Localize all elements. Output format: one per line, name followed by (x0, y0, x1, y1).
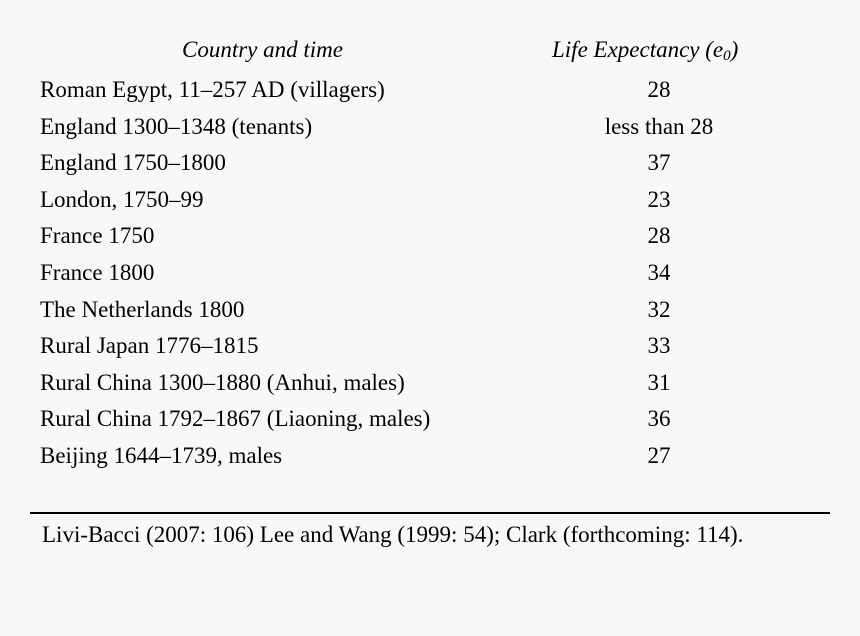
life-expectancy-cell: 23 (647, 186, 671, 212)
country-and-time-cell: England 1300–1348 (tenants) (40, 113, 313, 139)
life-expectancy-cell: 37 (647, 150, 671, 176)
life-expectancy-cell: 31 (647, 369, 671, 395)
country-and-time-cell: The Netherlands 1800 (40, 296, 245, 322)
country-and-time-cell: London, 1750–99 (40, 186, 204, 212)
life-expectancy-cell: 34 (647, 259, 671, 285)
source-note: Livi-Bacci (2007: 106) Lee and Wang (199… (42, 522, 744, 547)
life-expectancy-cell: 27 (647, 442, 671, 468)
table-body: Roman Egypt, 11–257 AD (villagers) 28 Engl… (40, 71, 830, 474)
life-expectancy-cell: 28 (647, 223, 671, 249)
country-and-time-cell: Rural China 1300–1880 (Anhui, males) (40, 369, 405, 395)
table-row: France 1750 28 (40, 217, 830, 254)
table-row: France 1800 34 (40, 254, 830, 291)
table-row: England 1300–1348 (tenants) less than 28 (40, 108, 830, 145)
table-row: Beijing 1644–1739, males 27 (40, 437, 830, 474)
life-expectancy-cell: less than 28 (604, 113, 714, 139)
life-expectancy-cell: 32 (647, 296, 671, 322)
table-bottom-rule (30, 512, 830, 514)
table-row: Rural China 1792–1867 (Liaoning, males) 3… (40, 400, 830, 437)
header-life-expectancy: Life Expectancy (e0) (552, 37, 738, 65)
country-and-time-cell: Roman Egypt, 11–257 AD (villagers) (40, 77, 385, 102)
country-and-time-cell: Rural Japan 1776–1815 (40, 333, 259, 359)
life-expectancy-cell: 28 (647, 77, 671, 102)
table-row: The Netherlands 1800 32 (40, 291, 830, 328)
table-row: Roman Egypt, 11–257 AD (villagers) 28 (40, 71, 830, 108)
table-row: Rural China 1300–1880 (Anhui, males) 31 (40, 364, 830, 401)
table-header-row: Country and time Life Expectancy (e0) (40, 33, 830, 71)
life-expectancy-cell: 33 (647, 333, 671, 359)
header-country-and-time: Country and time (182, 37, 343, 62)
country-and-time-cell: France 1750 (40, 223, 155, 249)
life-expectancy-cell: 36 (647, 406, 671, 432)
table-row: Rural Japan 1776–1815 33 (40, 327, 830, 364)
header-life-expectancy-text: Life Expectancy (e (552, 37, 724, 62)
country-and-time-cell: Rural China 1792–1867 (Liaoning, males) (40, 406, 431, 432)
life-expectancy-table: Country and time Life Expectancy (e0) Ro… (40, 33, 830, 474)
table-row: England 1750–1800 37 (40, 144, 830, 181)
table-row: London, 1750–99 23 (40, 181, 830, 218)
header-life-expectancy-close: ) (730, 37, 739, 62)
country-and-time-cell: England 1750–1800 (40, 150, 226, 176)
country-and-time-cell: Beijing 1644–1739, males (40, 442, 283, 468)
header-life-expectancy-subscript: 0 (723, 48, 731, 64)
country-and-time-cell: France 1800 (40, 259, 155, 285)
